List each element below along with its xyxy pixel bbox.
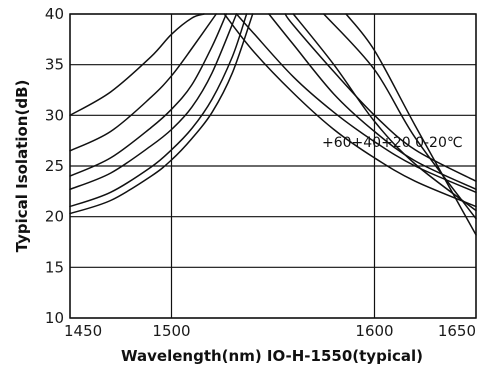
isolation-curve-8 <box>235 13 477 194</box>
isolation-curve-3 <box>69 13 228 177</box>
x-axis-title: Wavelength(nm) IO-H-1550(typical) <box>121 347 423 365</box>
x-tick-label: 1650 <box>438 322 476 340</box>
y-tick-label: 10 <box>45 309 64 327</box>
y-tick-label: 30 <box>45 106 64 124</box>
x-tick-labels: 1450 1500 1600 1650 <box>64 322 476 340</box>
isolation-curve-4 <box>69 13 238 191</box>
isolation-curve-13 <box>345 13 477 236</box>
y-tick-label: 25 <box>45 157 64 175</box>
isolation-curve-2 <box>69 13 217 152</box>
isolation-curve-5 <box>69 13 248 208</box>
isolation-curve-1 <box>69 13 205 117</box>
x-tick-label: 1450 <box>64 322 102 340</box>
isolation-curve-7 <box>223 13 477 208</box>
curves <box>69 13 477 236</box>
y-tick-label: 40 <box>45 5 64 23</box>
plot-frame <box>69 13 477 319</box>
y-tick-label: 15 <box>45 258 64 276</box>
y-axis-title: Typical Isolation(dB) <box>13 80 31 253</box>
isolation-curve-12 <box>323 13 477 220</box>
x-tick-label: 1600 <box>355 322 393 340</box>
y-tick-labels: 10 15 20 25 30 35 40 <box>45 5 64 327</box>
y-tick-label: 20 <box>45 208 64 226</box>
isolation-curve-11 <box>292 13 477 212</box>
temperature-annotation: +60+40+20 0-20℃ <box>322 135 463 151</box>
isolation-curve-9 <box>268 13 477 191</box>
isolation-curve-6 <box>69 13 254 215</box>
y-tick-label: 35 <box>45 56 64 74</box>
x-tick-label: 1500 <box>152 322 190 340</box>
